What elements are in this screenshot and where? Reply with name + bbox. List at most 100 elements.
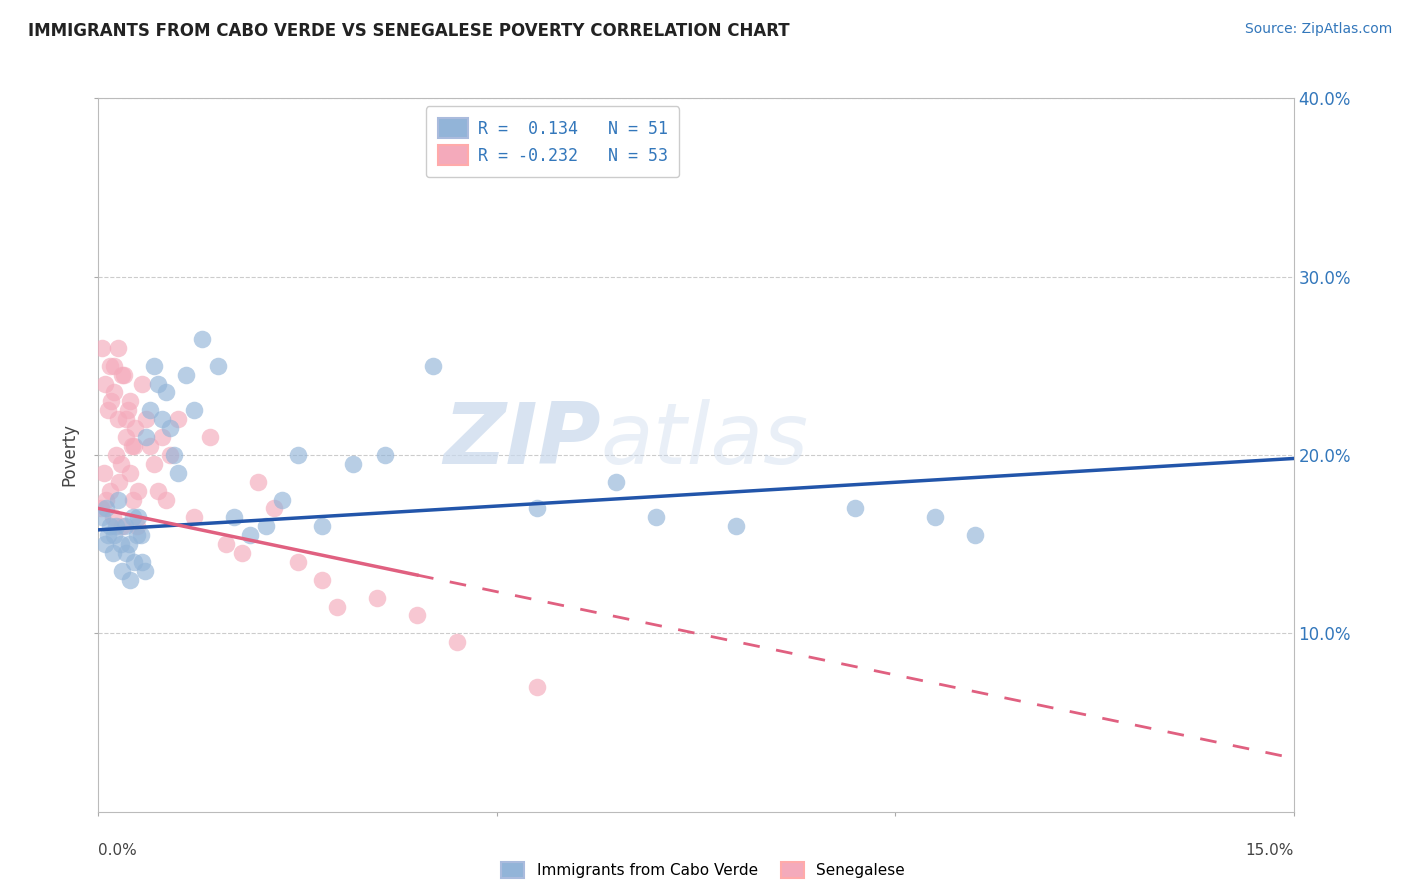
Point [90,501,112,516]
Point [97,528,120,542]
Point [270,492,292,507]
Point [287,555,309,569]
Point [139,439,162,453]
Point [108,475,131,489]
Point [254,519,277,533]
Point [94,537,117,551]
Point [963,528,986,542]
Point [117,403,139,417]
Point [287,448,309,462]
Point [143,359,166,373]
Point [159,421,181,435]
Point [115,412,138,426]
Point [239,528,262,542]
Point [174,368,197,382]
Point [406,608,429,623]
Text: 0.0%: 0.0% [98,843,138,858]
Point [125,528,148,542]
Point [127,510,149,524]
Point [127,483,149,498]
Point [104,519,127,533]
Point [96,501,118,516]
Point [311,573,333,587]
Point [135,412,157,426]
Point [231,546,253,560]
Point [148,376,170,391]
Point [96,492,118,507]
Point [191,332,214,346]
Point [115,430,138,444]
Point [844,501,866,516]
Point [135,430,157,444]
Point [107,341,129,355]
Point [94,376,117,391]
Point [93,466,115,480]
Point [101,510,124,524]
Point [131,376,153,391]
Point [98,359,122,373]
Point [366,591,388,605]
Point [150,412,173,426]
Point [125,519,148,533]
Point [159,448,181,462]
Point [131,555,153,569]
Point [115,546,138,560]
Point [121,439,143,453]
Point [446,635,468,649]
Point [91,341,114,355]
Point [91,510,114,524]
Point [129,528,152,542]
Point [342,457,364,471]
Point [167,412,190,426]
Point [111,519,134,533]
Y-axis label: Poverty: Poverty [60,424,79,486]
Point [167,466,190,480]
Point [110,537,132,551]
Point [724,519,747,533]
Text: ZIP: ZIP [443,399,600,483]
Point [104,448,127,462]
Point [526,501,548,516]
Point [263,501,285,516]
Point [198,430,221,444]
Point [124,421,146,435]
Point [155,385,177,400]
Point [148,483,170,498]
Point [924,510,946,524]
Point [124,439,146,453]
Point [374,448,396,462]
Point [103,528,125,542]
Point [103,359,125,373]
Point [112,368,135,382]
Text: IMMIGRANTS FROM CABO VERDE VS SENEGALESE POVERTY CORRELATION CHART: IMMIGRANTS FROM CABO VERDE VS SENEGALESE… [28,22,790,40]
Point [107,412,129,426]
Text: 15.0%: 15.0% [1246,843,1294,858]
Point [326,599,349,614]
Point [246,475,269,489]
Point [110,457,132,471]
Point [139,403,162,417]
Point [207,359,229,373]
Point [100,394,122,409]
Point [163,448,186,462]
Point [645,510,668,524]
Legend: R =  0.134   N = 51, R = -0.232   N = 53: R = 0.134 N = 51, R = -0.232 N = 53 [426,106,679,178]
Point [111,368,134,382]
Point [215,537,238,551]
Point [120,466,142,480]
Point [98,519,122,533]
Point [97,403,120,417]
Point [143,457,166,471]
Point [111,564,134,578]
Point [222,510,245,524]
Point [107,492,129,507]
Point [118,537,141,551]
Point [134,564,156,578]
Point [526,680,548,694]
Point [311,519,333,533]
Point [120,573,142,587]
Point [605,475,627,489]
Point [422,359,444,373]
Point [183,403,205,417]
Point [124,555,146,569]
